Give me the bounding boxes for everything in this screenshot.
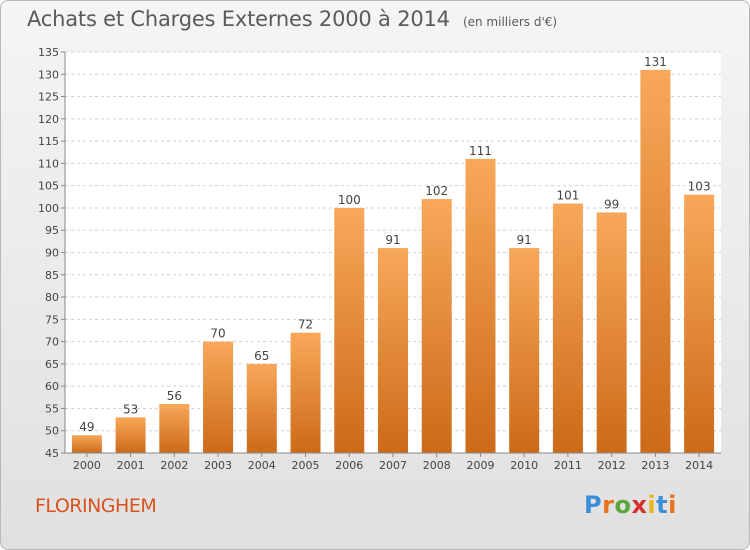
y-tick-label: 135 — [38, 46, 59, 59]
bar-2012 — [596, 212, 627, 453]
logo-letter: r — [602, 491, 615, 519]
x-tick-label-2010: 2010 — [510, 459, 538, 472]
y-tick-label: 45 — [45, 447, 59, 460]
y-tick-label: 55 — [45, 402, 59, 415]
commune-name: FLORINGHEM — [35, 495, 157, 517]
data-label-2004: 65 — [254, 349, 269, 363]
data-label-2010: 91 — [517, 233, 532, 247]
data-label-2000: 49 — [79, 420, 94, 434]
y-tick-label: 105 — [38, 180, 59, 193]
title-row: Achats et Charges Externes 2000 à 2014 (… — [27, 7, 557, 31]
y-tick-label: 90 — [45, 247, 59, 260]
data-label-2011: 101 — [556, 188, 579, 202]
data-label-2008: 102 — [425, 184, 448, 198]
logo-letter: t — [656, 491, 669, 519]
y-tick-label: 75 — [45, 313, 59, 326]
x-tick-label-2004: 2004 — [248, 459, 276, 472]
data-label-2012: 99 — [604, 197, 619, 211]
logo-letter: i — [647, 491, 657, 519]
y-tick-label: 50 — [45, 425, 59, 438]
y-tick-label: 60 — [45, 380, 59, 393]
bar-2011 — [552, 203, 583, 453]
y-tick-label: 70 — [45, 336, 59, 349]
bar-2003 — [203, 341, 234, 453]
data-label-2006: 100 — [338, 193, 361, 207]
x-axis-ticks: 2000 2001 2002 2003 2004 2005 2006 2007 2008 2009… — [73, 453, 713, 472]
x-tick-label-2012: 2012 — [598, 459, 626, 472]
bar-2007 — [378, 248, 408, 453]
x-tick-label-2007: 2007 — [379, 459, 407, 472]
x-tick-label-2009: 2009 — [466, 459, 494, 472]
bar-2004 — [246, 363, 277, 453]
data-label-2005: 72 — [298, 318, 313, 332]
data-label-2014: 103 — [688, 180, 711, 194]
y-tick-label: 120 — [38, 113, 59, 126]
logo-letter: x — [631, 491, 648, 519]
y-tick-label: 100 — [38, 202, 59, 215]
chart-title: Achats et Charges Externes 2000 à 2014 — [27, 7, 450, 31]
y-tick-label: 110 — [38, 157, 59, 170]
y-tick-label: 125 — [38, 91, 59, 104]
x-tick-label-2005: 2005 — [292, 459, 320, 472]
logo-letter: i — [668, 491, 677, 519]
bar-2001 — [115, 417, 146, 453]
y-tick-label: 65 — [45, 358, 59, 371]
data-label-2002: 56 — [167, 389, 182, 403]
x-tick-label-2002: 2002 — [160, 459, 188, 472]
y-tick-label: 85 — [45, 269, 59, 282]
x-tick-label-2001: 2001 — [117, 459, 145, 472]
bars: 49 53 56 70 65 72 100 91 102 111 91 101 99 131 103 — [71, 55, 715, 454]
x-tick-label-2003: 2003 — [204, 459, 232, 472]
data-label-2007: 91 — [385, 233, 400, 247]
data-label-2009: 111 — [469, 144, 492, 158]
y-tick-label: 130 — [38, 68, 59, 81]
bar-2000 — [71, 435, 102, 453]
data-label-2003: 70 — [210, 327, 225, 341]
x-tick-label-2014: 2014 — [685, 459, 713, 472]
data-label-2001: 53 — [123, 402, 138, 416]
y-tick-label: 115 — [38, 135, 59, 148]
bar-2009 — [465, 158, 496, 453]
x-tick-label-2000: 2000 — [73, 459, 101, 472]
bar-2010 — [509, 248, 540, 453]
bar-2013 — [640, 69, 671, 454]
bar-2002 — [159, 403, 190, 453]
bar-2014 — [684, 194, 715, 454]
bar-2005 — [290, 332, 321, 453]
bar-2008 — [421, 199, 452, 453]
y-axis-ticks: 45 50 55 60 65 70 75 80 85 90 95 100 105 110 115 120 125… — [38, 46, 65, 460]
x-tick-label-2011: 2011 — [554, 459, 582, 472]
x-tick-label-2008: 2008 — [423, 459, 451, 472]
x-tick-label-2006: 2006 — [335, 459, 363, 472]
chart-subtitle: (en milliers d'€) — [462, 15, 558, 29]
y-tick-label: 80 — [45, 291, 59, 304]
bar-2006 — [334, 207, 365, 453]
logo-letter: o — [614, 491, 632, 519]
data-label-2013: 131 — [644, 55, 667, 69]
x-tick-label-2013: 2013 — [641, 459, 669, 472]
proxiti-logo: Proxiti — [584, 491, 677, 519]
logo-letter: P — [584, 491, 603, 519]
y-tick-label: 95 — [45, 224, 59, 237]
